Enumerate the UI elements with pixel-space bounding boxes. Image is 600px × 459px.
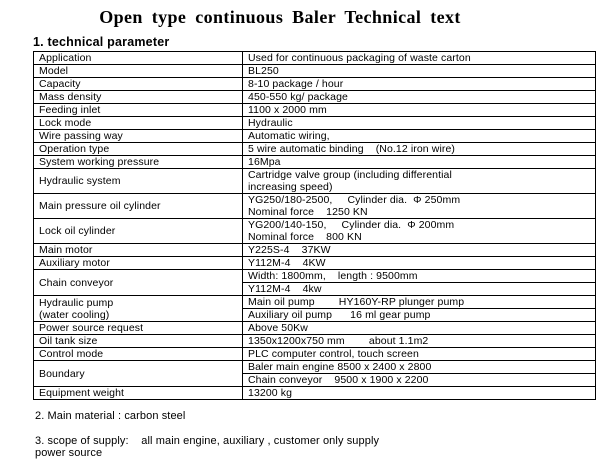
param-value: 5 wire automatic binding (No.12 iron wir… [242,142,596,156]
table-row: Equipment weight 13200 kg [33,386,596,400]
table-row: Power source request Above 50Kw [33,321,596,335]
param-label: Equipment weight [33,386,243,400]
table-row: Main pressure oil cylinder YG250/180-250… [33,193,596,219]
param-label: Model [33,64,243,78]
note-scope-of-supply: 3. scope of supply: all main engine, aux… [35,435,380,459]
param-label: Control mode [33,347,243,361]
table-row: Lock oil cylinder YG200/140-150, Cylinde… [33,218,596,244]
table-row: Operation type 5 wire automatic binding … [33,142,596,156]
param-label: Lock oil cylinder [33,218,243,244]
table-row: Mass density 450-550 kg/ package [33,90,596,104]
table-row: Lock mode Hydraulic [33,116,596,130]
param-label: Wire passing way [33,129,243,143]
table-row: Capacity 8-10 package / hour [33,77,596,91]
section-heading: 1. technical parameter [33,35,170,49]
param-label: Main pressure oil cylinder [33,193,243,219]
param-value: Y112M-4 4kw [242,282,596,296]
table-row: Boundary Baler main engine 8500 x 2400 x… [33,360,596,387]
param-value: Cartridge valve group (including differe… [242,168,596,194]
param-value: Y225S-4 37KW [242,243,596,257]
param-value: PLC computer control, touch screen [242,347,596,361]
param-label: Main motor [33,243,243,257]
param-label: Hydraulic system [33,168,243,194]
table-row: Oil tank size 1350x1200x750 mm about 1.1… [33,334,596,348]
param-value: Width: 1800mm, length : 9500mm [242,269,596,283]
page-title: Open type continuous Baler Technical tex… [99,7,461,27]
param-value: BL250 [242,64,596,78]
param-value: 8-10 package / hour [242,77,596,91]
param-label: Operation type [33,142,243,156]
param-value: Chain conveyor 9500 x 1900 x 2200 [242,373,596,387]
table-row: Feeding inlet 1100 x 2000 mm [33,103,596,117]
param-label: Application [33,51,243,65]
table-row: Model BL250 [33,64,596,78]
note-main-material: 2. Main material : carbon steel [35,410,186,422]
table-row: Application Used for continuous packagin… [33,51,596,65]
param-label: Oil tank size [33,334,243,348]
param-value: 1350x1200x750 mm about 1.1m2 [242,334,596,348]
param-label: Hydraulic pump (water cooling) [33,295,243,322]
table-row: Wire passing way Automatic wiring, [33,129,596,143]
table-row: System working pressure 16Mpa [33,155,596,169]
param-value: Automatic wiring, [242,129,596,143]
table-row: Chain conveyor Width: 1800mm, length : 9… [33,269,596,296]
table-row: Hydraulic pump (water cooling) Main oil … [33,295,596,322]
param-label: System working pressure [33,155,243,169]
param-label: Feeding inlet [33,103,243,117]
param-value: Main oil pump HY160Y-RP plunger pump [242,295,596,309]
param-label: Chain conveyor [33,269,243,296]
param-label: Auxiliary motor [33,256,243,270]
table-row: Main motor Y225S-4 37KW [33,243,596,257]
table-row: Auxiliary motor Y112M-4 4KW [33,256,596,270]
param-label: Mass density [33,90,243,104]
param-value: 13200 kg [242,386,596,400]
param-label: Boundary [33,360,243,387]
table-row: Hydraulic system Cartridge valve group (… [33,168,596,194]
param-label: Power source request [33,321,243,335]
footer-notes: 2. Main material : carbon steel 3. scope… [35,410,600,459]
spec-table: Application Used for continuous packagin… [33,51,596,400]
param-label: Lock mode [33,116,243,130]
param-value: 1100 x 2000 mm [242,103,596,117]
param-value: Hydraulic [242,116,596,130]
param-value: YG250/180-2500, Cylinder dia. Φ 250mm No… [242,193,596,219]
param-value: YG200/140-150, Cylinder dia. Φ 200mm Nom… [242,218,596,244]
param-value: Y112M-4 4KW [242,256,596,270]
param-value: Above 50Kw [242,321,596,335]
param-value: Used for continuous packaging of waste c… [242,51,596,65]
param-value: Baler main engine 8500 x 2400 x 2800 [242,360,596,374]
param-value: 16Mpa [242,155,596,169]
table-row: Control mode PLC computer control, touch… [33,347,596,361]
param-value: 450-550 kg/ package [242,90,596,104]
param-label: Capacity [33,77,243,91]
param-value: Auxiliary oil pump 16 ml gear pump [242,308,596,322]
